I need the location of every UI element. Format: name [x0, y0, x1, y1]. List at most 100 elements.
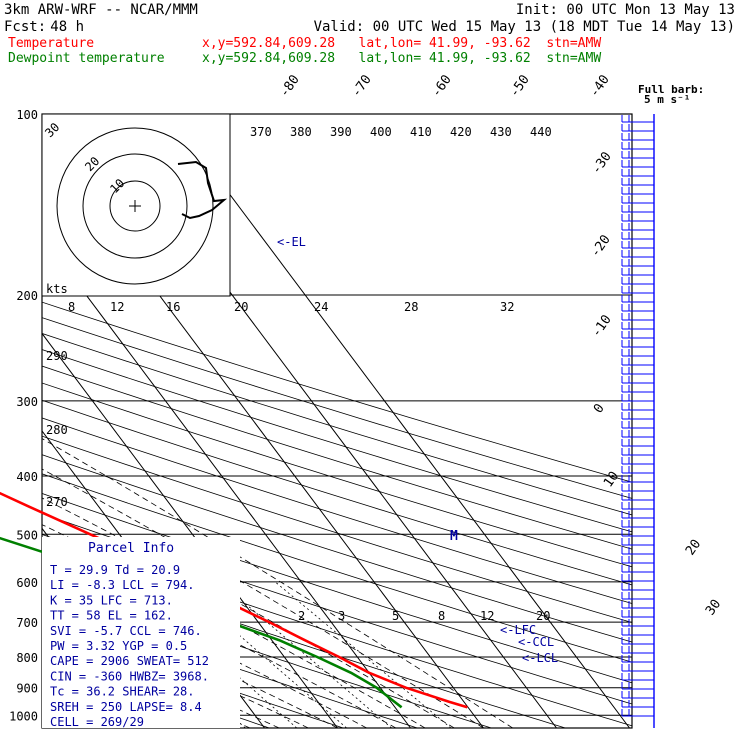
wind-barb — [621, 421, 654, 429]
lfc-marker: <-LFC — [500, 623, 536, 637]
pressure-label: 500 — [16, 528, 38, 542]
moist-adiabat — [42, 438, 513, 728]
wind-barb — [621, 484, 654, 492]
parcel-info-line: SREH = 250 LAPSE= 8.4 — [50, 700, 202, 714]
wind-barb — [621, 295, 654, 303]
wind-barb — [621, 286, 654, 294]
theta-label: 420 — [450, 125, 472, 139]
isotherm-label: -20 — [588, 232, 614, 260]
wind-barb — [621, 448, 654, 456]
isotherm-line — [169, 114, 630, 728]
theta-label: 380 — [290, 125, 312, 139]
wind-barb — [621, 331, 654, 339]
wind-barb — [621, 682, 654, 690]
valid-time: Valid: 00 UTC Wed 15 May 13 (18 MDT Tue … — [314, 19, 735, 35]
isotherm-label: -60 — [429, 72, 455, 100]
wind-barb — [621, 142, 654, 150]
parcel-info-line: K = 35 LFC = 713. — [50, 593, 173, 607]
wind-barb — [621, 493, 654, 501]
parcel-info-line: CAPE = 2906 SWEAT= 512 — [50, 654, 209, 668]
wind-barb — [621, 466, 654, 474]
pressure-label: 100 — [16, 108, 38, 122]
pressure-label: 400 — [16, 470, 38, 484]
isotherm-label: 20 — [683, 537, 704, 558]
isotherm-label: -80 — [277, 72, 303, 100]
forecast-label: Fcst: — [4, 19, 46, 35]
theta-label: 400 — [370, 125, 392, 139]
wind-barb — [621, 232, 654, 240]
ccl-marker: <-CCL — [518, 635, 554, 649]
wind-barb — [621, 439, 654, 447]
isotherm-label: -30 — [589, 149, 615, 177]
wind-barb — [621, 520, 654, 528]
wind-barb — [621, 583, 654, 591]
wind-barb — [621, 223, 654, 231]
theta-label-left: 270 — [46, 495, 68, 509]
dewpoint-legend: Dewpoint temperature — [8, 51, 165, 66]
wind-barb — [621, 304, 654, 312]
plot-frame — [41, 113, 633, 729]
mixing-ratio-label: 28 — [404, 300, 418, 314]
dry-adiabat — [42, 399, 632, 586]
isotherm-line — [42, 332, 338, 728]
isotherm-label: -10 — [589, 312, 615, 340]
wind-barb — [621, 196, 654, 204]
theta-label: 430 — [490, 125, 512, 139]
wind-barb — [621, 538, 654, 546]
theta-label: 390 — [330, 125, 352, 139]
pressure-label: 1000 — [9, 709, 38, 723]
wind-barb — [621, 178, 654, 186]
parcel-info-line: Tc = 36.2 SHEAR= 28. — [50, 685, 195, 699]
hodograph-ring — [82, 153, 188, 259]
isotherm-label: 30 — [703, 597, 724, 618]
parcel-info-line: SVI = -5.7 CCL = 746. — [50, 624, 202, 638]
wind-barb — [621, 556, 654, 564]
theta-label: 370 — [250, 125, 272, 139]
wind-barb — [621, 700, 654, 708]
wind-barb — [621, 115, 654, 123]
parcel-info-line: LI = -8.3 LCL = 794. — [50, 578, 195, 592]
wind-barb — [621, 151, 654, 159]
parcel-info-line: TT = 58 EL = 162. — [50, 609, 173, 623]
wind-barb — [621, 475, 654, 483]
hodograph-ring — [109, 180, 161, 232]
wind-key-value: 5 m s⁻¹ — [644, 93, 690, 106]
mixing-ratio-label: 20 — [234, 300, 248, 314]
mixing-ratio-label: 8 — [438, 609, 445, 623]
wind-barb — [621, 205, 654, 213]
wind-barb — [621, 610, 654, 618]
wind-barb — [621, 655, 654, 663]
isotherm-label: -70 — [349, 72, 375, 100]
wind-barb — [621, 511, 654, 519]
wind-barb — [621, 124, 654, 132]
theta-label-left: 290 — [46, 349, 68, 363]
forecast-hour: 48 h — [50, 19, 84, 35]
temperature-trace — [0, 491, 468, 709]
lcl-marker: <-LCL — [522, 651, 558, 665]
hodograph-ring — [56, 127, 214, 285]
wind-barb — [621, 322, 654, 330]
dry-adiabat — [42, 417, 632, 604]
mixing-ratio-label: 12 — [480, 609, 494, 623]
wind-barb — [621, 358, 654, 366]
plot-border — [41, 113, 633, 729]
wind-barb — [621, 592, 654, 600]
dry-adiabat — [42, 435, 632, 623]
wind-barb — [621, 268, 654, 276]
hodograph-box — [41, 113, 231, 297]
pressure-label: 800 — [16, 651, 38, 665]
moist-adiabat — [42, 468, 484, 728]
wind-barb — [621, 565, 654, 573]
wind-barb — [621, 430, 654, 438]
dewpoint-location: x,y=592.84,609.28 lat,lon= 41.99, -93.62… — [202, 51, 601, 66]
theta-label: 410 — [410, 125, 432, 139]
temperature-legend: Temperature — [8, 36, 94, 51]
wind-barb — [621, 394, 654, 402]
mixing-ratio-label: 20 — [536, 609, 550, 623]
wind-barb — [621, 547, 654, 555]
dry-adiabat — [42, 454, 632, 643]
mixing-ratio-label: 16 — [166, 300, 180, 314]
wind-barb — [621, 187, 654, 195]
wind-barb — [621, 259, 654, 267]
